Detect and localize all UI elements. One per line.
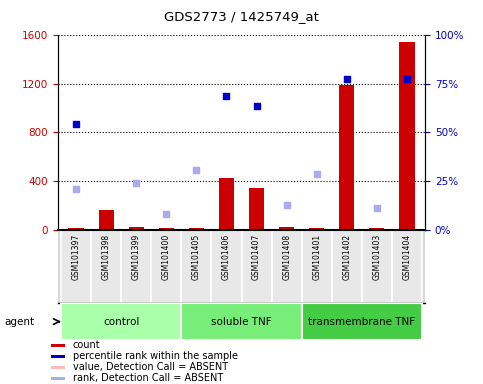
Bar xyxy=(189,228,204,230)
Point xyxy=(403,76,411,82)
Text: GSM101405: GSM101405 xyxy=(192,234,201,280)
Point xyxy=(253,103,260,109)
Bar xyxy=(249,187,264,230)
Point xyxy=(72,186,80,192)
Bar xyxy=(339,85,355,230)
Text: soluble TNF: soluble TNF xyxy=(211,316,272,327)
Bar xyxy=(332,230,362,303)
Text: control: control xyxy=(103,316,139,327)
Bar xyxy=(309,228,324,230)
Bar xyxy=(181,230,212,303)
Point xyxy=(72,121,80,127)
Bar xyxy=(69,228,84,230)
Bar xyxy=(91,230,121,303)
Bar xyxy=(219,178,234,230)
Point xyxy=(223,93,230,99)
Point xyxy=(193,167,200,174)
Point xyxy=(162,212,170,218)
Bar xyxy=(362,230,392,303)
Text: GSM101400: GSM101400 xyxy=(162,234,171,280)
Text: GSM101407: GSM101407 xyxy=(252,234,261,280)
Bar xyxy=(242,230,271,303)
Text: GSM101399: GSM101399 xyxy=(132,234,141,280)
Bar xyxy=(399,42,414,230)
Text: GSM101398: GSM101398 xyxy=(101,234,111,280)
Bar xyxy=(212,230,242,303)
Text: transmembrane TNF: transmembrane TNF xyxy=(308,316,415,327)
Point xyxy=(283,202,290,208)
Bar xyxy=(151,230,181,303)
Text: GSM101406: GSM101406 xyxy=(222,234,231,280)
Text: agent: agent xyxy=(5,316,35,327)
Bar xyxy=(181,303,302,340)
Point xyxy=(313,171,321,177)
Bar xyxy=(128,227,144,230)
Text: GSM101403: GSM101403 xyxy=(372,234,382,280)
Bar xyxy=(99,210,114,230)
Bar xyxy=(279,227,294,230)
Text: GSM101404: GSM101404 xyxy=(402,234,412,280)
Bar xyxy=(51,344,65,347)
Text: GDS2773 / 1425749_at: GDS2773 / 1425749_at xyxy=(164,10,319,23)
Text: value, Detection Call = ABSENT: value, Detection Call = ABSENT xyxy=(73,362,228,372)
Bar xyxy=(302,303,422,340)
Bar xyxy=(51,377,65,380)
Text: GSM101401: GSM101401 xyxy=(312,234,321,280)
Point xyxy=(343,76,351,82)
Bar xyxy=(61,303,181,340)
Point xyxy=(132,180,140,186)
Text: rank, Detection Call = ABSENT: rank, Detection Call = ABSENT xyxy=(73,374,223,384)
Bar xyxy=(271,230,302,303)
Text: count: count xyxy=(73,340,100,350)
Bar xyxy=(51,366,65,369)
Bar xyxy=(369,228,384,230)
Point xyxy=(373,205,381,212)
Text: GSM101397: GSM101397 xyxy=(71,234,81,280)
Bar xyxy=(61,230,91,303)
Bar xyxy=(392,230,422,303)
Bar xyxy=(51,355,65,358)
Bar xyxy=(302,230,332,303)
Bar xyxy=(159,228,174,230)
Text: GSM101408: GSM101408 xyxy=(282,234,291,280)
Text: GSM101402: GSM101402 xyxy=(342,234,351,280)
Bar xyxy=(121,230,151,303)
Text: percentile rank within the sample: percentile rank within the sample xyxy=(73,351,238,361)
